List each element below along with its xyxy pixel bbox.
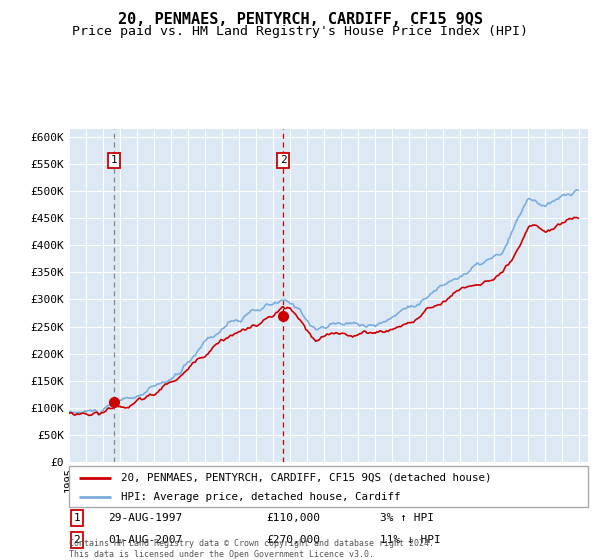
Text: £110,000: £110,000: [266, 513, 320, 523]
Text: £270,000: £270,000: [266, 535, 320, 545]
Text: 29-AUG-1997: 29-AUG-1997: [108, 513, 182, 523]
Text: 3% ↑ HPI: 3% ↑ HPI: [380, 513, 434, 523]
Text: 2: 2: [73, 535, 80, 545]
Text: Price paid vs. HM Land Registry's House Price Index (HPI): Price paid vs. HM Land Registry's House …: [72, 25, 528, 38]
Text: 1: 1: [111, 156, 118, 165]
Text: 20, PENMAES, PENTYRCH, CARDIFF, CF15 9QS: 20, PENMAES, PENTYRCH, CARDIFF, CF15 9QS: [118, 12, 482, 27]
Text: 20, PENMAES, PENTYRCH, CARDIFF, CF15 9QS (detached house): 20, PENMAES, PENTYRCH, CARDIFF, CF15 9QS…: [121, 473, 491, 483]
Text: 01-AUG-2007: 01-AUG-2007: [108, 535, 182, 545]
Text: 1: 1: [73, 513, 80, 523]
Text: Contains HM Land Registry data © Crown copyright and database right 2024.
This d: Contains HM Land Registry data © Crown c…: [69, 539, 434, 559]
Text: 2: 2: [280, 156, 286, 165]
Text: 11% ↓ HPI: 11% ↓ HPI: [380, 535, 441, 545]
Text: HPI: Average price, detached house, Cardiff: HPI: Average price, detached house, Card…: [121, 492, 400, 502]
